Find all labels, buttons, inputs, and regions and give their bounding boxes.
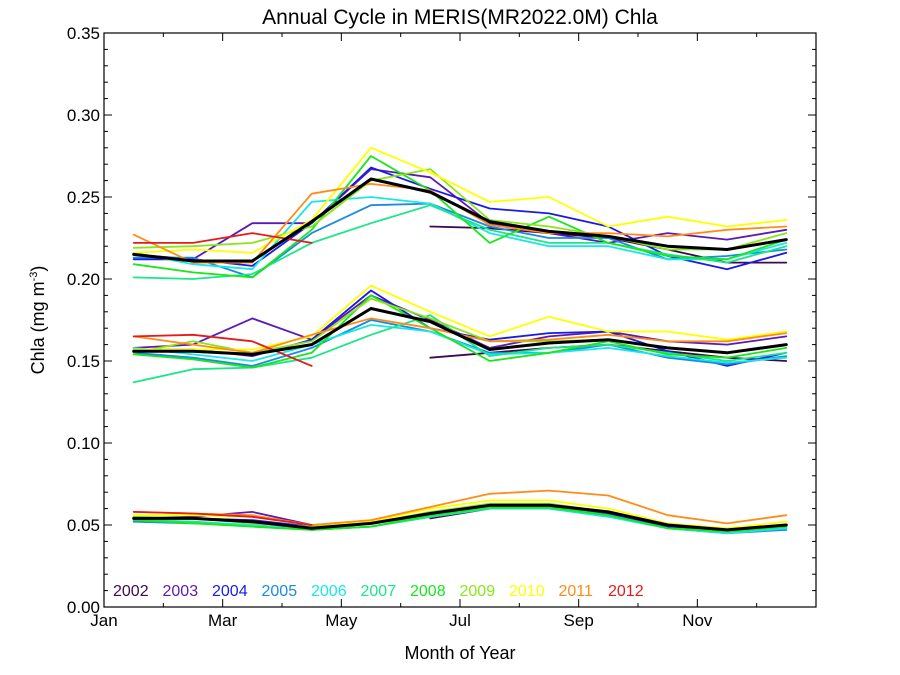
y-tick-label: 0.30 xyxy=(67,106,100,125)
x-tick-label: Nov xyxy=(682,611,713,630)
legend-item-2009: 2009 xyxy=(460,583,496,600)
series-line-2008-middle xyxy=(132,294,788,369)
x-tick-label: Mar xyxy=(208,611,238,630)
y-tick-label: 0.20 xyxy=(67,270,100,289)
series-line-2012-lower xyxy=(132,510,313,526)
series-line-2008-lower xyxy=(132,506,788,533)
legend: 2002 2003 2004 2005 2006 2007 2008 2009 2010 2011… xyxy=(113,583,644,600)
series-line-mean-upper xyxy=(132,177,788,263)
series-line-mean-middle xyxy=(132,307,788,356)
y-tick-label: 0.10 xyxy=(67,434,100,453)
y-tick-label: 0.15 xyxy=(67,352,100,371)
y-axis-title-sup: -3 xyxy=(28,272,40,282)
series-line-mean-lower xyxy=(132,503,788,532)
axes-layer: 0.00 0.05 0.10 0.15 0.20 0.25 0.30 0.35 Jan Mar Ma… xyxy=(67,24,816,630)
series-line-2012-upper xyxy=(132,232,313,244)
y-tick-label: 0.05 xyxy=(67,516,100,535)
y-axis-title-close: ) xyxy=(28,266,48,272)
series-line-2003-upper xyxy=(132,168,788,261)
legend-item-2012: 2012 xyxy=(608,583,644,600)
legend-item-2003: 2003 xyxy=(163,583,199,600)
x-axis-title: Month of Year xyxy=(404,643,515,663)
series-line-2011-lower xyxy=(132,489,788,526)
x-tick-label: Jan xyxy=(90,611,117,630)
legend-item-2004: 2004 xyxy=(212,583,248,600)
legend-item-2005: 2005 xyxy=(262,583,298,600)
legend-item-2010: 2010 xyxy=(509,583,545,600)
legend-item-2011: 2011 xyxy=(559,583,594,600)
chart-title: Annual Cycle in MERIS(MR2022.0M) Chla xyxy=(262,6,658,29)
y-axis-title: Chla (mg m-3) xyxy=(28,266,48,375)
series-layer xyxy=(132,146,788,535)
y-axis-title-main: Chla (mg m xyxy=(28,281,48,374)
y-tick-label: 0.35 xyxy=(67,24,100,43)
legend-item-2008: 2008 xyxy=(410,583,446,600)
series-line-2010-middle xyxy=(132,284,788,351)
series-line-2010-upper xyxy=(132,146,788,254)
y-tick-label: 0.25 xyxy=(67,188,100,207)
x-tick-label: Sep xyxy=(564,611,594,630)
series-line-2008-upper xyxy=(132,155,788,279)
legend-item-2007: 2007 xyxy=(361,583,397,600)
series-line-2006-middle xyxy=(132,323,788,364)
x-tick-label: May xyxy=(325,611,358,630)
legend-item-2002: 2002 xyxy=(113,583,149,600)
series-line-2009-upper xyxy=(132,168,788,251)
series-line-2012-middle xyxy=(132,333,313,367)
legend-item-2006: 2006 xyxy=(311,583,347,600)
y-tick-label: 0.00 xyxy=(67,598,100,617)
x-tick-label: Jul xyxy=(449,611,471,630)
